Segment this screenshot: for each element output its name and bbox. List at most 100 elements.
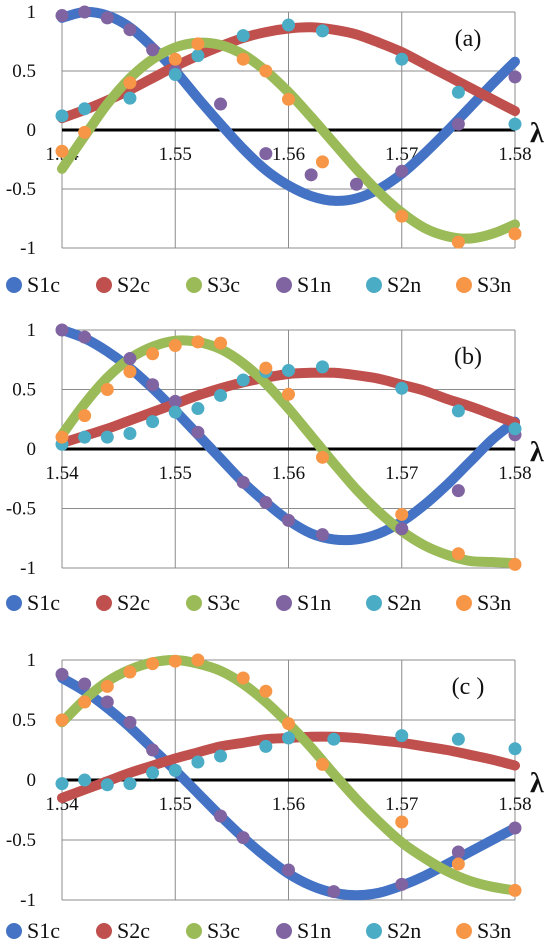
x-tick-label: 1.58 [498,463,531,484]
data-point-S2n [395,729,409,743]
data-point-S1n [282,513,295,527]
legend-marker-S1n [276,923,292,939]
legend-marker-S3n [456,595,472,611]
legend-marker-S1c [6,595,22,611]
data-point-S2n [168,405,182,419]
series-line-S3c [57,335,520,569]
data-point-S2n [100,778,114,792]
legend-label-S1n: S1n [297,590,331,615]
data-point-S2n [191,755,205,769]
data-point-S1n [55,9,69,23]
data-point-S1n [395,164,409,178]
legend-marker-S3n [456,277,472,293]
x-tick-label: 1.57 [385,794,418,815]
legend-label-S2n: S2n [387,918,421,943]
legend-label-S1n: S1n [297,272,331,297]
data-point-S3n [191,37,205,51]
data-point-S3n [78,409,92,423]
data-point-S3n [395,815,409,829]
data-point-S2n [78,102,92,116]
legend-marker-S2n [366,277,382,293]
y-tick-label: -0.5 [6,499,36,520]
data-point-S2n [191,402,205,416]
data-point-S3n [315,450,329,464]
data-point-S3n [100,679,114,693]
legend-marker-S3n [456,923,472,939]
data-point-S3n [451,857,465,871]
x-tick-label: 1.57 [385,144,418,165]
data-point-S2n [214,749,228,763]
legend-label-S1n: S1n [297,918,331,943]
legend-label-S2c: S2c [117,590,150,615]
data-point-S2n [236,29,250,43]
legend-marker-S2c [96,277,112,293]
data-point-S3n [451,235,465,249]
y-tick-label: 0 [27,120,37,141]
data-point-S1n [191,425,205,439]
legend-marker-S1n [276,277,292,293]
data-point-S2n [395,381,409,395]
data-point-S1n [236,831,250,845]
y-tick-label: 0.5 [12,61,36,82]
data-point-S3n [395,507,409,521]
data-point-S2n [123,91,137,105]
chart-panel-3: 10.50-0.5-11.54 1.55 1.56 1.57 1.58λ(c )S1c S… [6,650,544,943]
data-point-S3n [123,665,137,679]
data-point-S1n [146,43,160,57]
legend: S1c S2c S3c S1n S2n S3n [6,590,511,615]
data-point-S1n [282,863,295,877]
data-point-S1n [100,11,114,25]
data-point-S3n [146,347,160,361]
data-point-S2n [236,373,250,387]
data-point-S1n [304,168,318,182]
data-point-S1n [78,677,92,691]
data-point-S3n [508,557,522,571]
data-point-S2n [282,363,295,377]
data-point-S2n [78,430,92,444]
data-point-S1n [214,809,228,823]
legend-marker-S2c [96,595,112,611]
data-point-S2n [191,49,205,63]
data-point-S1n [315,528,329,542]
panel-label: (c ) [452,674,485,700]
legend-label-S3c: S3c [207,590,240,615]
y-tick-label: 0.5 [12,710,36,731]
data-point-S3n [315,155,329,169]
panel-label: (a) [455,26,482,52]
x-axis-label: λ [530,768,544,799]
x-tick-label: 1.56 [272,144,305,165]
data-point-S3n [168,52,182,66]
x-tick-label: 1.54 [45,463,79,484]
data-point-S2n [214,388,228,402]
data-point-S2n [508,422,522,436]
data-point-S2n [508,117,522,131]
legend-label-S2c: S2c [117,918,150,943]
data-point-S2n [315,360,329,374]
y-tick-label: -0.5 [6,179,36,200]
data-point-S1n [146,378,160,392]
data-point-S1n [451,117,465,131]
data-point-S3n [395,209,409,223]
x-axis-label: λ [530,118,544,149]
data-point-S3n [214,336,228,350]
data-point-S3n [508,883,522,897]
legend-marker-S1c [6,923,22,939]
series-line-S1c [57,6,520,206]
data-point-S1n [55,323,69,337]
data-point-S2n [327,732,341,746]
data-point-S1n [395,877,409,891]
data-point-S3n [508,227,522,241]
data-point-S2n [168,763,182,777]
data-point-S1n [259,496,273,510]
legend-marker-S3c [186,923,202,939]
data-point-S1n [451,845,465,859]
data-point-S3n [55,144,69,158]
data-point-S1n [123,352,137,366]
series-line-S3c [57,37,520,244]
data-point-S1n [327,885,341,899]
data-point-S2n [55,777,69,791]
data-point-S2n [508,742,522,756]
data-point-S3n [282,717,295,731]
legend-marker-S2n [366,595,382,611]
